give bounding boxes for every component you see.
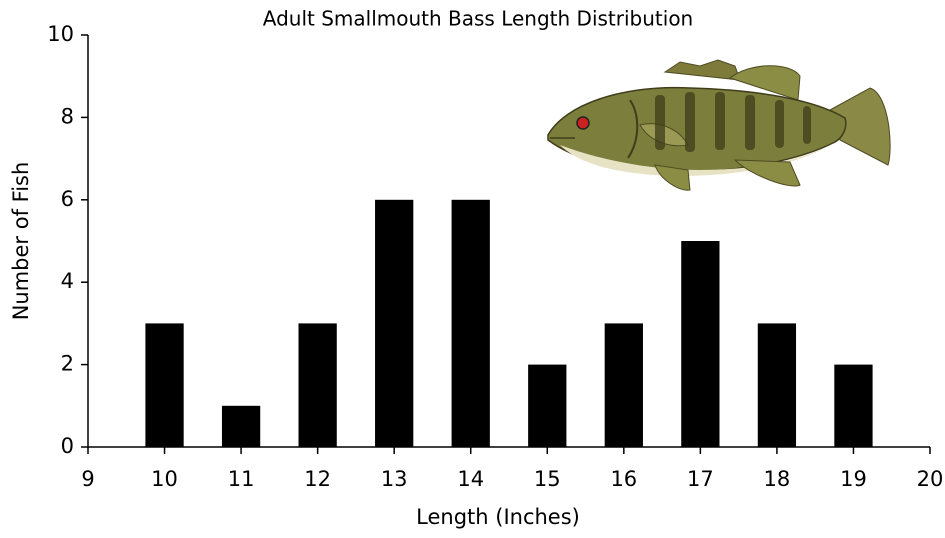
y-tick-label: 4 (61, 269, 74, 293)
y-tick-label: 8 (61, 104, 74, 128)
bar (145, 323, 184, 447)
bar (298, 323, 337, 447)
x-tick-label: 14 (457, 467, 484, 491)
y-tick-label: 0 (61, 434, 74, 458)
fish-tail (829, 87, 891, 166)
chart-title: Adult Smallmouth Bass Length Distributio… (263, 7, 693, 31)
y-tick-label: 10 (47, 22, 74, 46)
x-tick-label: 9 (81, 467, 94, 491)
fish-gill (627, 99, 639, 159)
x-tick-label: 16 (610, 467, 637, 491)
bar (451, 199, 490, 447)
y-tick-label: 2 (61, 352, 74, 376)
x-tick-label: 18 (764, 467, 791, 491)
fish-anal-fin (733, 159, 801, 187)
fish-eye (576, 116, 590, 130)
y-tick-label: 6 (61, 187, 74, 211)
bar (375, 199, 414, 447)
x-tick-label: 10 (151, 467, 178, 491)
x-tick-label: 19 (840, 467, 867, 491)
bar (221, 405, 261, 447)
fish-dorsal-spiny (663, 59, 741, 81)
fish-illustration (547, 59, 891, 191)
x-axis-title: Length (Inches) (416, 505, 580, 529)
x-tick-label: 15 (534, 467, 561, 491)
bar (834, 364, 873, 447)
x-tick-label: 12 (304, 467, 331, 491)
y-axis-title: Number of Fish (9, 162, 33, 321)
bar (604, 323, 643, 447)
fish-dorsal-soft (728, 65, 801, 101)
x-tick-label: 11 (228, 467, 255, 491)
bar (528, 364, 567, 447)
fish-bars (655, 92, 811, 152)
fish-pelvic-fin (654, 164, 691, 191)
x-tick-label: 17 (687, 467, 714, 491)
x-tick-label: 20 (917, 467, 944, 491)
bar (757, 323, 797, 447)
bar (681, 241, 720, 447)
x-tick-label: 13 (381, 467, 408, 491)
